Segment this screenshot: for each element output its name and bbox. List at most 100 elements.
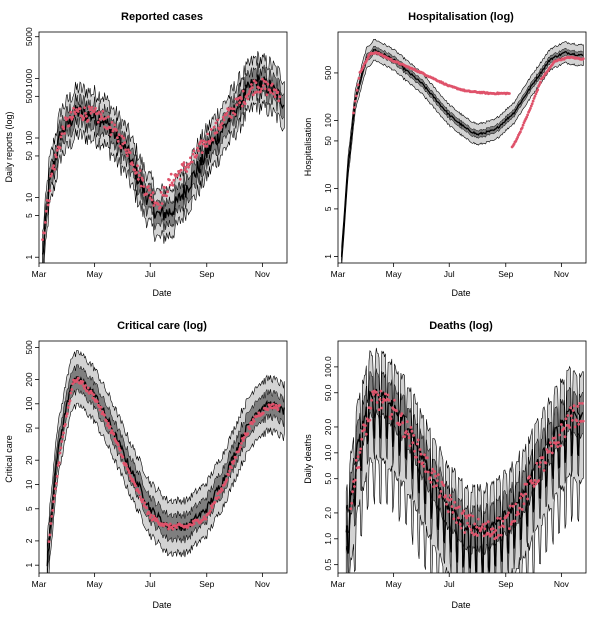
observed-point [495,536,498,539]
observed-point [418,448,422,451]
observed-point [83,387,86,390]
observed-point [209,139,212,143]
y-tick-label: 1000 [24,69,34,88]
observed-point [520,508,524,511]
observed-point [516,136,519,139]
observed-point [519,130,522,134]
observed-point [271,82,274,86]
observed-point [49,174,53,178]
observed-point [355,88,359,92]
observed-point [513,519,517,523]
observed-point [167,527,170,531]
observed-point [134,484,138,488]
observed-point [426,456,429,460]
observed-point [56,464,60,467]
observed-point [271,92,275,96]
observed-point [115,129,118,132]
observed-point [434,474,437,478]
observed-point [507,511,510,515]
chart-title: Deaths (log) [429,320,493,332]
observed-point [433,470,436,473]
y-tick-label: 2 [24,538,34,543]
observed-point [370,398,374,402]
observed-point [442,484,446,487]
observed-point [227,473,231,477]
observed-point [148,515,152,519]
observed-point [121,455,125,459]
observed-point [233,113,237,116]
x-tick-label: Nov [554,579,570,589]
observed-point [97,110,101,114]
y-tick-label: 50 [323,136,333,146]
observed-point [58,146,62,150]
observed-point [387,398,391,402]
observed-point [141,498,145,502]
y-tick-label: 100 [323,113,333,127]
observed-point [266,408,270,412]
observed-point [99,405,103,409]
observed-point [91,396,95,400]
observed-point [250,83,253,86]
observed-point [529,107,532,110]
observed-point [225,478,229,482]
observed-point [432,485,436,489]
observed-point [525,115,529,119]
observed-point [110,429,114,432]
observed-point [521,123,525,127]
observed-point [487,520,490,524]
observed-point [168,183,172,187]
observed-point [68,399,72,403]
observed-point [188,162,191,166]
x-tick-label: Nov [255,579,271,589]
observed-point [240,97,243,101]
observed-point [277,99,281,103]
y-tick-label: 100.0 [323,356,333,378]
observed-point [488,534,492,538]
observed-point [182,161,186,165]
observed-point [116,136,119,140]
observed-point [100,116,104,119]
observed-point [440,480,444,484]
observed-point [406,432,410,436]
observed-point [138,169,142,173]
observed-point [357,76,361,80]
observed-point [453,500,457,504]
observed-point [185,170,189,173]
observed-point [571,409,575,412]
observed-point [74,112,77,116]
chart-title: Hospitalisation (log) [408,11,514,23]
observed-point [416,438,420,442]
observed-point [457,505,461,509]
observed-point [76,376,80,380]
observed-point [497,533,500,537]
observed-point [131,478,135,481]
observed-point [569,406,572,410]
observed-point [112,432,116,436]
y-tick-label: 500 [24,89,34,103]
observed-point [225,111,229,115]
observed-point [581,402,584,405]
observed-point [238,101,242,105]
observed-point [41,238,44,242]
observed-point [204,517,208,521]
observed-point [519,496,522,500]
x-tick-label: Nov [554,269,570,279]
observed-point [195,153,199,157]
observed-point [120,134,124,138]
observed-point [210,506,214,510]
observed-point [518,506,521,510]
observed-point [452,517,456,521]
observed-point [137,177,140,181]
observed-point [54,487,57,491]
x-tick-label: Mar [331,269,346,279]
plot-frame [337,31,587,264]
observed-point [131,163,135,167]
observed-point [64,423,67,426]
observed-point [159,191,163,194]
observed-point [145,506,149,510]
observed-point [54,153,57,157]
observed-point [86,118,90,122]
observed-point [401,421,405,425]
observed-point [498,517,502,520]
observed-point [181,164,185,167]
